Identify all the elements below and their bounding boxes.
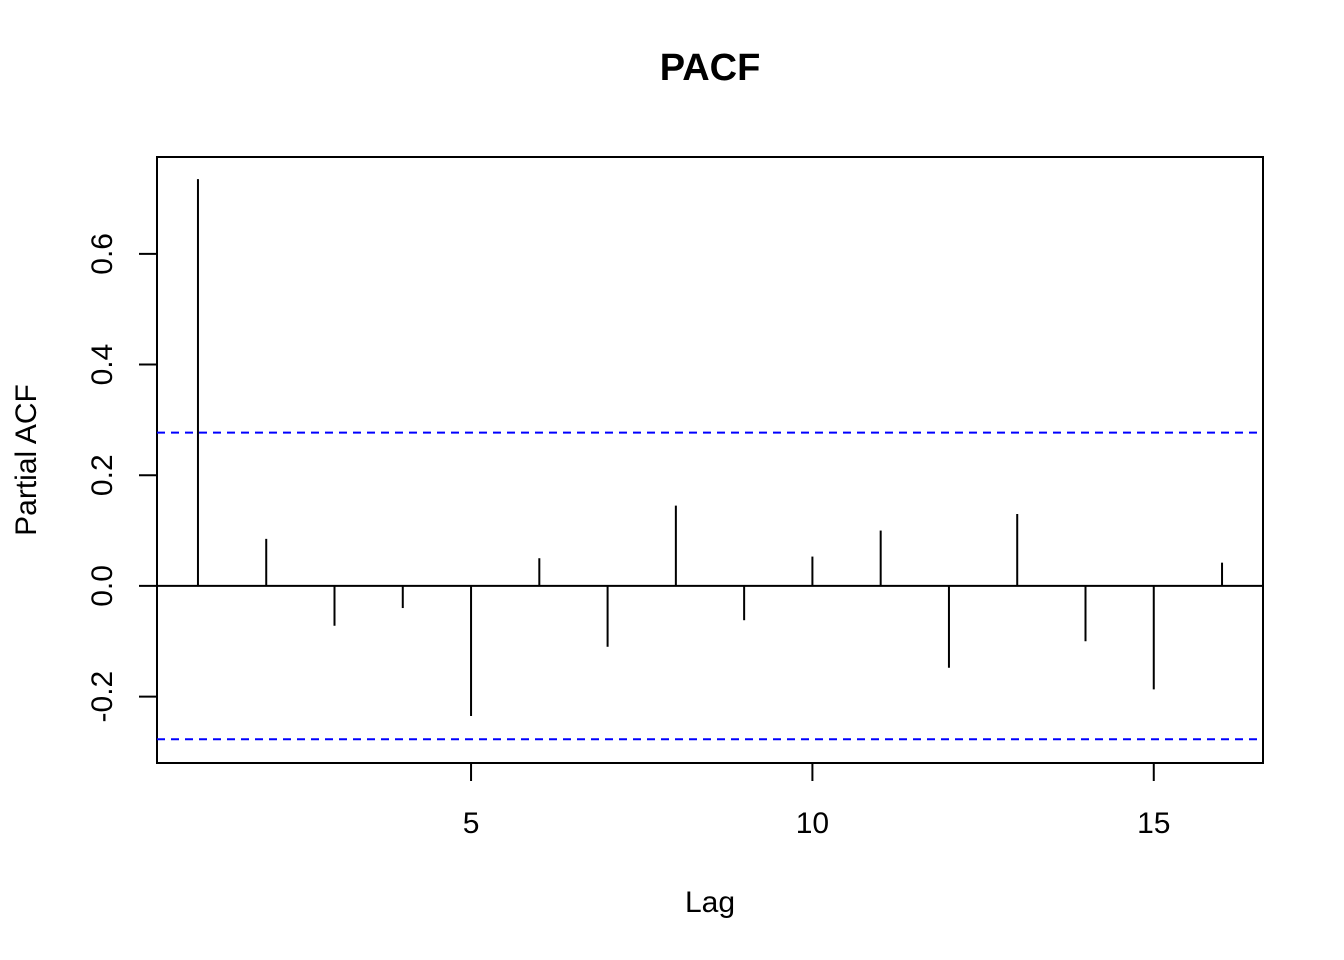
chart-title: PACF bbox=[660, 47, 761, 89]
plot-area: 5 10 15 -0.2 0.0 0.2 0.4 0.6 bbox=[86, 156, 1264, 840]
y-tick-label: 0.6 bbox=[86, 233, 119, 275]
y-tick-label: 0.4 bbox=[86, 344, 119, 386]
y-tick-label: 0.2 bbox=[86, 454, 119, 496]
x-tick-label: 10 bbox=[796, 807, 829, 840]
y-tick-label: -0.2 bbox=[86, 671, 119, 723]
y-tick-label: 0.0 bbox=[86, 565, 119, 607]
x-tick-label: 15 bbox=[1137, 807, 1170, 840]
y-axis-label: Partial ACF bbox=[10, 384, 43, 536]
x-axis-label: Lag bbox=[685, 886, 735, 919]
x-tick-label: 5 bbox=[463, 807, 480, 840]
plot-frame bbox=[156, 156, 1264, 764]
